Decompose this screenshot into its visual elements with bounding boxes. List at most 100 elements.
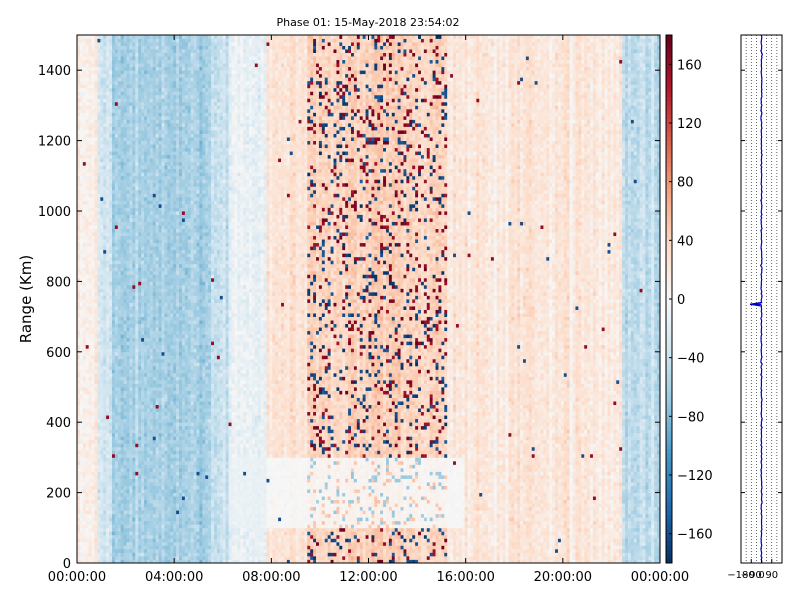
heatmap-cell [127, 88, 130, 92]
heatmap-cell [86, 331, 89, 335]
heatmap-cell [127, 102, 130, 106]
heatmap-cell [129, 274, 132, 278]
heatmap-cell [135, 123, 138, 127]
heatmap-cell [109, 479, 112, 483]
heatmap-cell [89, 299, 92, 303]
heatmap-cell [147, 144, 150, 148]
heatmap-cell [144, 489, 147, 493]
heatmap-cell [127, 345, 130, 349]
heatmap-cell [97, 123, 100, 127]
heatmap-cell [112, 549, 115, 553]
heatmap-cell [132, 376, 135, 380]
heatmap-cell [103, 503, 106, 507]
heatmap-cell [106, 236, 109, 240]
heatmap-cell [124, 401, 127, 405]
heatmap-cell [159, 394, 162, 398]
heatmap-cell [100, 359, 103, 363]
heatmap-cell [132, 401, 135, 405]
heatmap-cell [164, 334, 167, 338]
heatmap-cell [94, 475, 97, 479]
heatmap-cell [135, 183, 138, 187]
heatmap-cell [159, 253, 162, 257]
heatmap-cell [83, 49, 86, 53]
heatmap-cell [115, 253, 118, 257]
heatmap-cell [89, 162, 92, 166]
heatmap-cell [109, 158, 112, 162]
heatmap-cell [127, 507, 130, 511]
heatmap-cell [92, 320, 95, 324]
heatmap-cell [164, 500, 167, 504]
heatmap-cell [86, 119, 89, 123]
heatmap-cell [80, 327, 83, 331]
heatmap-cell [164, 144, 167, 148]
heatmap-cell [106, 422, 109, 426]
heatmap-cell [89, 334, 92, 338]
heatmap-cell [115, 479, 118, 483]
heatmap-cell [100, 394, 103, 398]
heatmap-cell [153, 70, 156, 74]
heatmap-cell [138, 116, 141, 120]
heatmap-cell [106, 42, 109, 46]
heatmap-cell [153, 281, 156, 285]
heatmap-cell [121, 376, 124, 380]
heatmap-cell [94, 151, 97, 155]
heatmap-cell [92, 405, 95, 409]
heatmap-cell [92, 186, 95, 190]
heatmap-cell [83, 155, 86, 159]
heatmap-cell [103, 60, 106, 64]
heatmap-cell [138, 503, 141, 507]
heatmap-cell [159, 60, 162, 64]
heatmap-cell [150, 288, 153, 292]
heatmap-cell [100, 317, 103, 321]
heatmap-cell [132, 552, 135, 556]
heatmap-cell [112, 186, 115, 190]
heatmap-cell [156, 454, 159, 458]
heatmap-cell [138, 521, 141, 525]
heatmap-cell [129, 313, 132, 317]
heatmap-cell [150, 503, 153, 507]
heatmap-cell [129, 422, 132, 426]
heatmap-cell [159, 172, 162, 176]
heatmap-cell [103, 475, 106, 479]
heatmap-cell [162, 53, 165, 57]
heatmap-cell [121, 310, 124, 314]
heatmap-cell [147, 225, 150, 229]
heatmap-cell [132, 531, 135, 535]
heatmap-cell [162, 119, 165, 123]
heatmap-cell [150, 295, 153, 299]
heatmap-cell [97, 440, 100, 444]
heatmap-cell [109, 436, 112, 440]
heatmap-cell [164, 158, 167, 162]
heatmap-cell [97, 538, 100, 542]
heatmap-cell [132, 271, 135, 275]
heatmap-cell [129, 369, 132, 373]
heatmap-cell [89, 447, 92, 451]
heatmap-cell [100, 429, 103, 433]
heatmap-cell [138, 134, 141, 138]
heatmap-cell [103, 232, 106, 236]
heatmap-cell [132, 179, 135, 183]
heatmap-cell [156, 299, 159, 303]
heatmap-cell [89, 422, 92, 426]
heatmap-cell [127, 98, 130, 102]
heatmap-cell [106, 179, 109, 183]
heatmap-cell [153, 127, 156, 131]
heatmap-cell [124, 419, 127, 423]
heatmap-cell [127, 183, 130, 187]
heatmap-cell [94, 517, 97, 521]
heatmap-cell [147, 433, 150, 437]
heatmap-cell [153, 46, 156, 50]
heatmap-cell [121, 538, 124, 542]
heatmap-cell [94, 524, 97, 528]
heatmap-cell [118, 246, 121, 250]
heatmap-cell [141, 415, 144, 419]
heatmap-cell [80, 162, 83, 166]
heatmap-cell [97, 137, 100, 141]
heatmap-cell [89, 232, 92, 236]
heatmap-cell [144, 426, 147, 430]
heatmap-cell [138, 200, 141, 204]
heatmap-cell [141, 179, 144, 183]
heatmap-cell [86, 303, 89, 307]
heatmap-cell [141, 552, 144, 556]
heatmap-cell [129, 327, 132, 331]
